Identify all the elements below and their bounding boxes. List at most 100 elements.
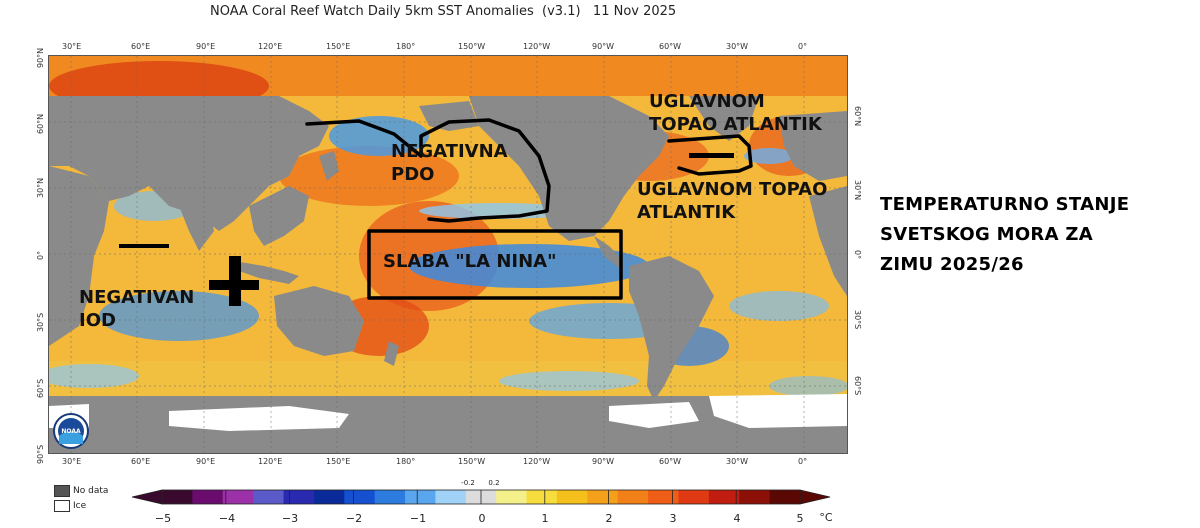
colorbar-small-label: 0.2 [488, 479, 500, 487]
lon-tick: 120°W [523, 42, 551, 51]
colorbar-label: 1 [541, 512, 549, 525]
lon-tick: 150°W [458, 457, 486, 466]
lat-tick: 60°N [853, 106, 862, 127]
lon-tick: 180° [396, 457, 416, 466]
atlantic-label-line: UGLAVNOM TOPAO [637, 179, 828, 200]
colorbar-segment [192, 490, 224, 504]
colorbar-label: 2 [605, 512, 613, 525]
colorbar-label: 3 [669, 512, 677, 525]
colorbar-label: 5 [796, 512, 804, 525]
colorbar-label: −4 [218, 512, 236, 525]
iod-label-line: NEGATIVAN [79, 287, 195, 308]
lon-tick: 60°E [131, 457, 151, 466]
annotation-shapes [305, 118, 753, 300]
side-note-line: ZIMU 2025/26 [880, 254, 1024, 275]
lon-tick: 90°E [196, 457, 216, 466]
iod-minus-sign [119, 244, 169, 248]
lon-tick: 150°W [458, 42, 486, 51]
cool-patch [409, 244, 649, 288]
colorbar-segment [587, 490, 619, 504]
sst-anomaly-map: NOAA NEGATIVNA PDO UGLAVNOM TOPAO ATLANT… [48, 55, 848, 454]
colorbar-label: 0 [478, 512, 486, 525]
lat-tick: 60°S [36, 378, 45, 398]
lon-tick: 120°E [258, 457, 283, 466]
atlantic-label-line: ATLANTIK [637, 202, 736, 223]
sea-ice [49, 394, 847, 431]
colorbar-segment [556, 490, 588, 504]
colorbar-segment [222, 490, 254, 504]
colorbar-label: 4 [733, 512, 741, 525]
atlantic-label-line: UGLAVNOM [649, 91, 765, 112]
lon-tick: 180° [396, 42, 416, 51]
lon-tick: 30°W [726, 42, 749, 51]
colorbar-label: −1 [409, 512, 427, 525]
cool-patch [419, 203, 579, 219]
no-data-swatch [54, 485, 70, 497]
colorbar [126, 487, 836, 513]
lat-tick: 0° [853, 250, 862, 260]
colorbar-segment [313, 490, 345, 504]
lat-tick: 30°N [36, 177, 45, 198]
colorbar-arrow-low [131, 489, 163, 505]
lat-tick: 30°N [853, 180, 862, 201]
lat-tick: 60°S [853, 376, 862, 396]
cool-patch [49, 364, 139, 388]
lat-tick: 90°N [36, 47, 45, 68]
colorbar-segment [435, 490, 467, 504]
ice-label: Ice [73, 501, 87, 511]
colorbar-small-label: -0.2 [461, 479, 475, 487]
atlantic-label-bottom: UGLAVNOM TOPAO ATLANTIK [637, 178, 827, 224]
lat-tick: 60°N [36, 113, 45, 134]
lon-tick: 30°W [726, 457, 749, 466]
lat-tick: 90°S [36, 444, 45, 464]
colorbar-segment [617, 490, 649, 504]
iod-plus-vertical [229, 256, 241, 306]
colorbar-segment [344, 490, 376, 504]
southern-ocean [49, 361, 847, 401]
colorbar-arrow-high [799, 489, 831, 505]
atlantic-label-top: UGLAVNOM TOPAO ATLANTIK [649, 90, 822, 136]
pdo-outline [305, 118, 551, 223]
atlantic-bar [689, 153, 734, 158]
lon-tick: 60°W [659, 457, 682, 466]
lon-tick: 30°E [62, 457, 82, 466]
lon-tick: 120°E [258, 42, 283, 51]
lon-tick: 0° [798, 42, 808, 51]
cool-patch [99, 291, 259, 341]
iod-label-line: IOD [79, 310, 116, 331]
cool-patch [769, 376, 847, 396]
colorbar-segment [496, 490, 528, 504]
lon-tick: 150°E [326, 457, 351, 466]
colorbar-segment [374, 490, 406, 504]
la-nina-box [367, 229, 623, 300]
lon-tick: 60°W [659, 42, 682, 51]
cool-patch [499, 371, 639, 391]
lat-tick: 30°S [853, 310, 862, 330]
iod-label: NEGATIVAN IOD [79, 286, 194, 332]
pdo-label-line: PDO [391, 164, 435, 185]
pdo-label-line: NEGATIVNA [391, 141, 508, 162]
colorbar-label: −5 [154, 512, 172, 525]
lon-tick: 90°W [592, 457, 615, 466]
lat-tick: 30°S [36, 312, 45, 332]
map-title: NOAA Coral Reef Watch Daily 5km SST Anom… [210, 4, 677, 19]
colorbar-svg [131, 489, 831, 505]
colorbar-unit: °C [819, 511, 833, 524]
cool-patch [729, 291, 829, 321]
noaa-logo: NOAA [53, 413, 89, 449]
lon-tick: 60°E [131, 42, 151, 51]
side-note-line: TEMPERATURNO STANJE [880, 194, 1130, 215]
colorbar-segment [648, 490, 679, 504]
colorbar-segment [253, 490, 285, 504]
side-note-line: SVETSKOG MORA ZA [880, 224, 1093, 245]
la-nina-label: SLABA "LA NINA" [383, 251, 557, 272]
svg-text:NOAA: NOAA [61, 428, 81, 435]
colorbar-label: −3 [281, 512, 299, 525]
map-canvas: NOAA [49, 56, 847, 453]
lon-tick: 120°W [523, 457, 551, 466]
lon-tick: 0° [798, 457, 808, 466]
lon-tick: 90°E [196, 42, 216, 51]
lon-tick: 90°W [592, 42, 615, 51]
side-note: TEMPERATURNO STANJE SVETSKOG MORA ZA ZIM… [880, 190, 1129, 280]
colorbar-segment [739, 490, 771, 504]
